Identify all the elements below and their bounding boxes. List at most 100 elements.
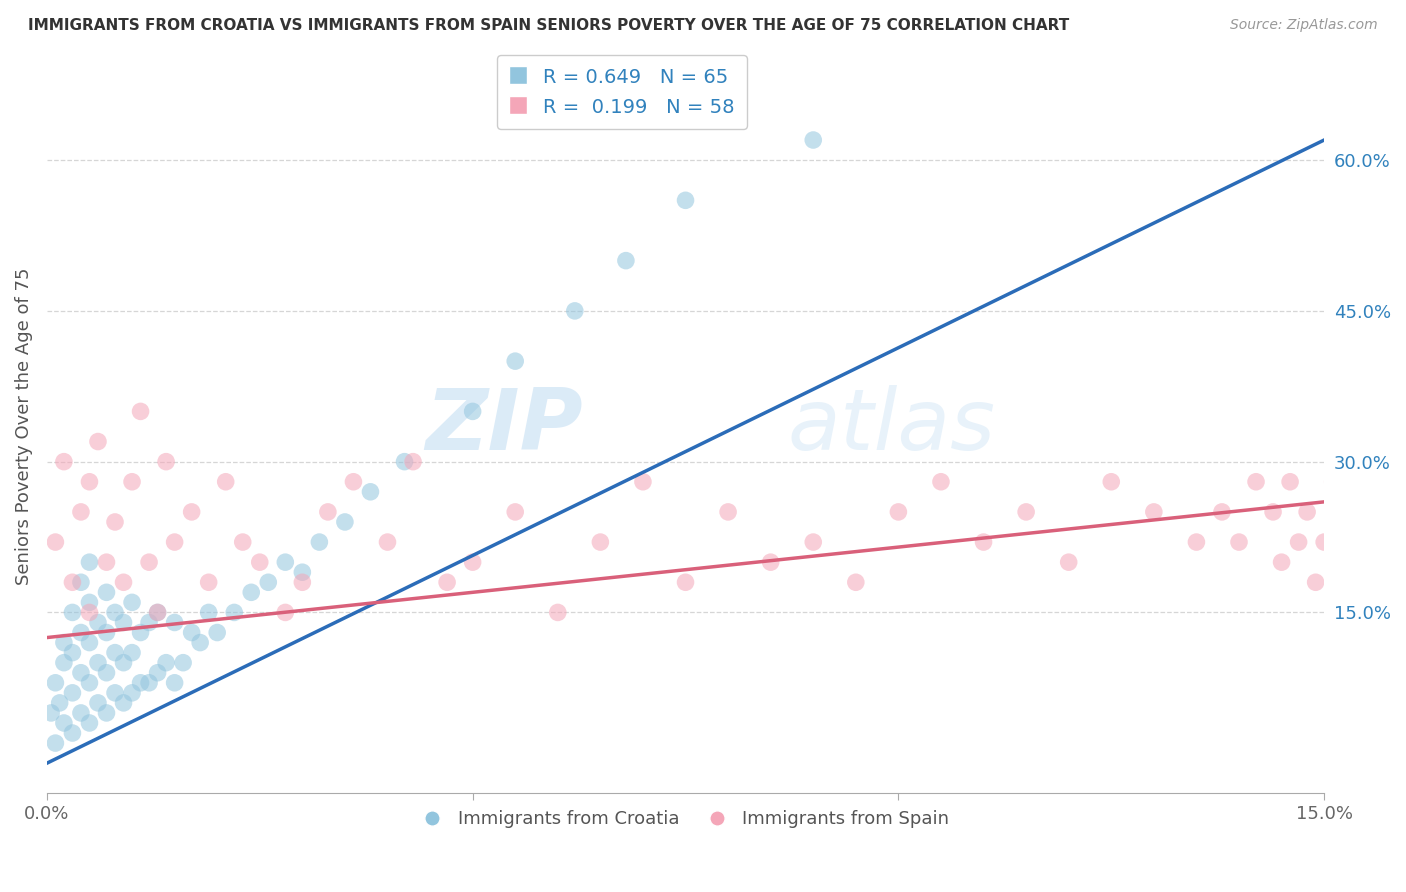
Point xyxy=(104,515,127,529)
Point xyxy=(138,615,160,630)
Point xyxy=(188,635,211,649)
Point xyxy=(52,656,75,670)
Point xyxy=(96,555,118,569)
Point xyxy=(163,535,186,549)
Point xyxy=(79,555,101,569)
Point xyxy=(62,686,84,700)
Point xyxy=(70,575,93,590)
Point xyxy=(215,475,238,489)
Point xyxy=(274,606,297,620)
Point xyxy=(1288,535,1310,549)
Point xyxy=(342,475,364,489)
Point xyxy=(121,475,143,489)
Point xyxy=(112,615,135,630)
Point xyxy=(801,133,824,147)
Point xyxy=(316,505,339,519)
Point xyxy=(929,475,952,489)
Point xyxy=(96,665,118,680)
Point xyxy=(461,404,484,418)
Point xyxy=(308,535,330,549)
Point xyxy=(62,726,84,740)
Point xyxy=(44,535,66,549)
Point xyxy=(1279,475,1302,489)
Point xyxy=(1305,575,1327,590)
Text: Source: ZipAtlas.com: Source: ZipAtlas.com xyxy=(1230,18,1378,32)
Point xyxy=(138,675,160,690)
Point xyxy=(62,606,84,620)
Point xyxy=(1330,505,1353,519)
Point xyxy=(564,304,586,318)
Point xyxy=(1185,535,1208,549)
Point xyxy=(104,646,127,660)
Point xyxy=(759,555,782,569)
Point xyxy=(614,253,637,268)
Point xyxy=(205,625,228,640)
Point xyxy=(62,575,84,590)
Point xyxy=(172,656,194,670)
Point xyxy=(1143,505,1166,519)
Point xyxy=(155,455,177,469)
Point xyxy=(180,505,202,519)
Point xyxy=(155,656,177,670)
Point xyxy=(1211,505,1233,519)
Point xyxy=(70,706,93,720)
Point xyxy=(232,535,254,549)
Point xyxy=(87,696,110,710)
Point xyxy=(112,656,135,670)
Point xyxy=(402,455,425,469)
Point xyxy=(121,595,143,609)
Point xyxy=(129,404,152,418)
Point xyxy=(87,656,110,670)
Point xyxy=(163,615,186,630)
Point xyxy=(79,606,101,620)
Point xyxy=(44,736,66,750)
Text: ZIP: ZIP xyxy=(426,385,583,468)
Point xyxy=(112,575,135,590)
Point xyxy=(257,575,280,590)
Point xyxy=(801,535,824,549)
Point xyxy=(377,535,399,549)
Point xyxy=(52,716,75,731)
Point xyxy=(1261,505,1284,519)
Point xyxy=(70,625,93,640)
Point xyxy=(1015,505,1038,519)
Point xyxy=(121,646,143,660)
Point xyxy=(240,585,263,599)
Point xyxy=(1296,505,1319,519)
Point xyxy=(44,675,66,690)
Point xyxy=(675,575,697,590)
Point xyxy=(129,675,152,690)
Point xyxy=(249,555,271,569)
Text: IMMIGRANTS FROM CROATIA VS IMMIGRANTS FROM SPAIN SENIORS POVERTY OVER THE AGE OF: IMMIGRANTS FROM CROATIA VS IMMIGRANTS FR… xyxy=(28,18,1070,33)
Point xyxy=(197,606,219,620)
Point xyxy=(138,555,160,569)
Point xyxy=(104,606,127,620)
Point xyxy=(436,575,458,590)
Point xyxy=(1313,535,1336,549)
Point xyxy=(79,595,101,609)
Point xyxy=(87,615,110,630)
Point xyxy=(163,675,186,690)
Point xyxy=(503,505,526,519)
Point xyxy=(1227,535,1250,549)
Point xyxy=(112,696,135,710)
Point xyxy=(121,686,143,700)
Point xyxy=(79,635,101,649)
Point xyxy=(104,686,127,700)
Point xyxy=(274,555,297,569)
Point xyxy=(52,455,75,469)
Point xyxy=(1099,475,1122,489)
Point xyxy=(1244,475,1267,489)
Legend: Immigrants from Croatia, Immigrants from Spain: Immigrants from Croatia, Immigrants from… xyxy=(415,803,956,836)
Point xyxy=(333,515,356,529)
Point xyxy=(394,455,416,469)
Point xyxy=(845,575,868,590)
Point xyxy=(717,505,740,519)
Point xyxy=(146,665,169,680)
Point xyxy=(1057,555,1080,569)
Point xyxy=(359,484,381,499)
Point xyxy=(503,354,526,368)
Point xyxy=(675,194,697,208)
Point xyxy=(224,606,246,620)
Point xyxy=(62,646,84,660)
